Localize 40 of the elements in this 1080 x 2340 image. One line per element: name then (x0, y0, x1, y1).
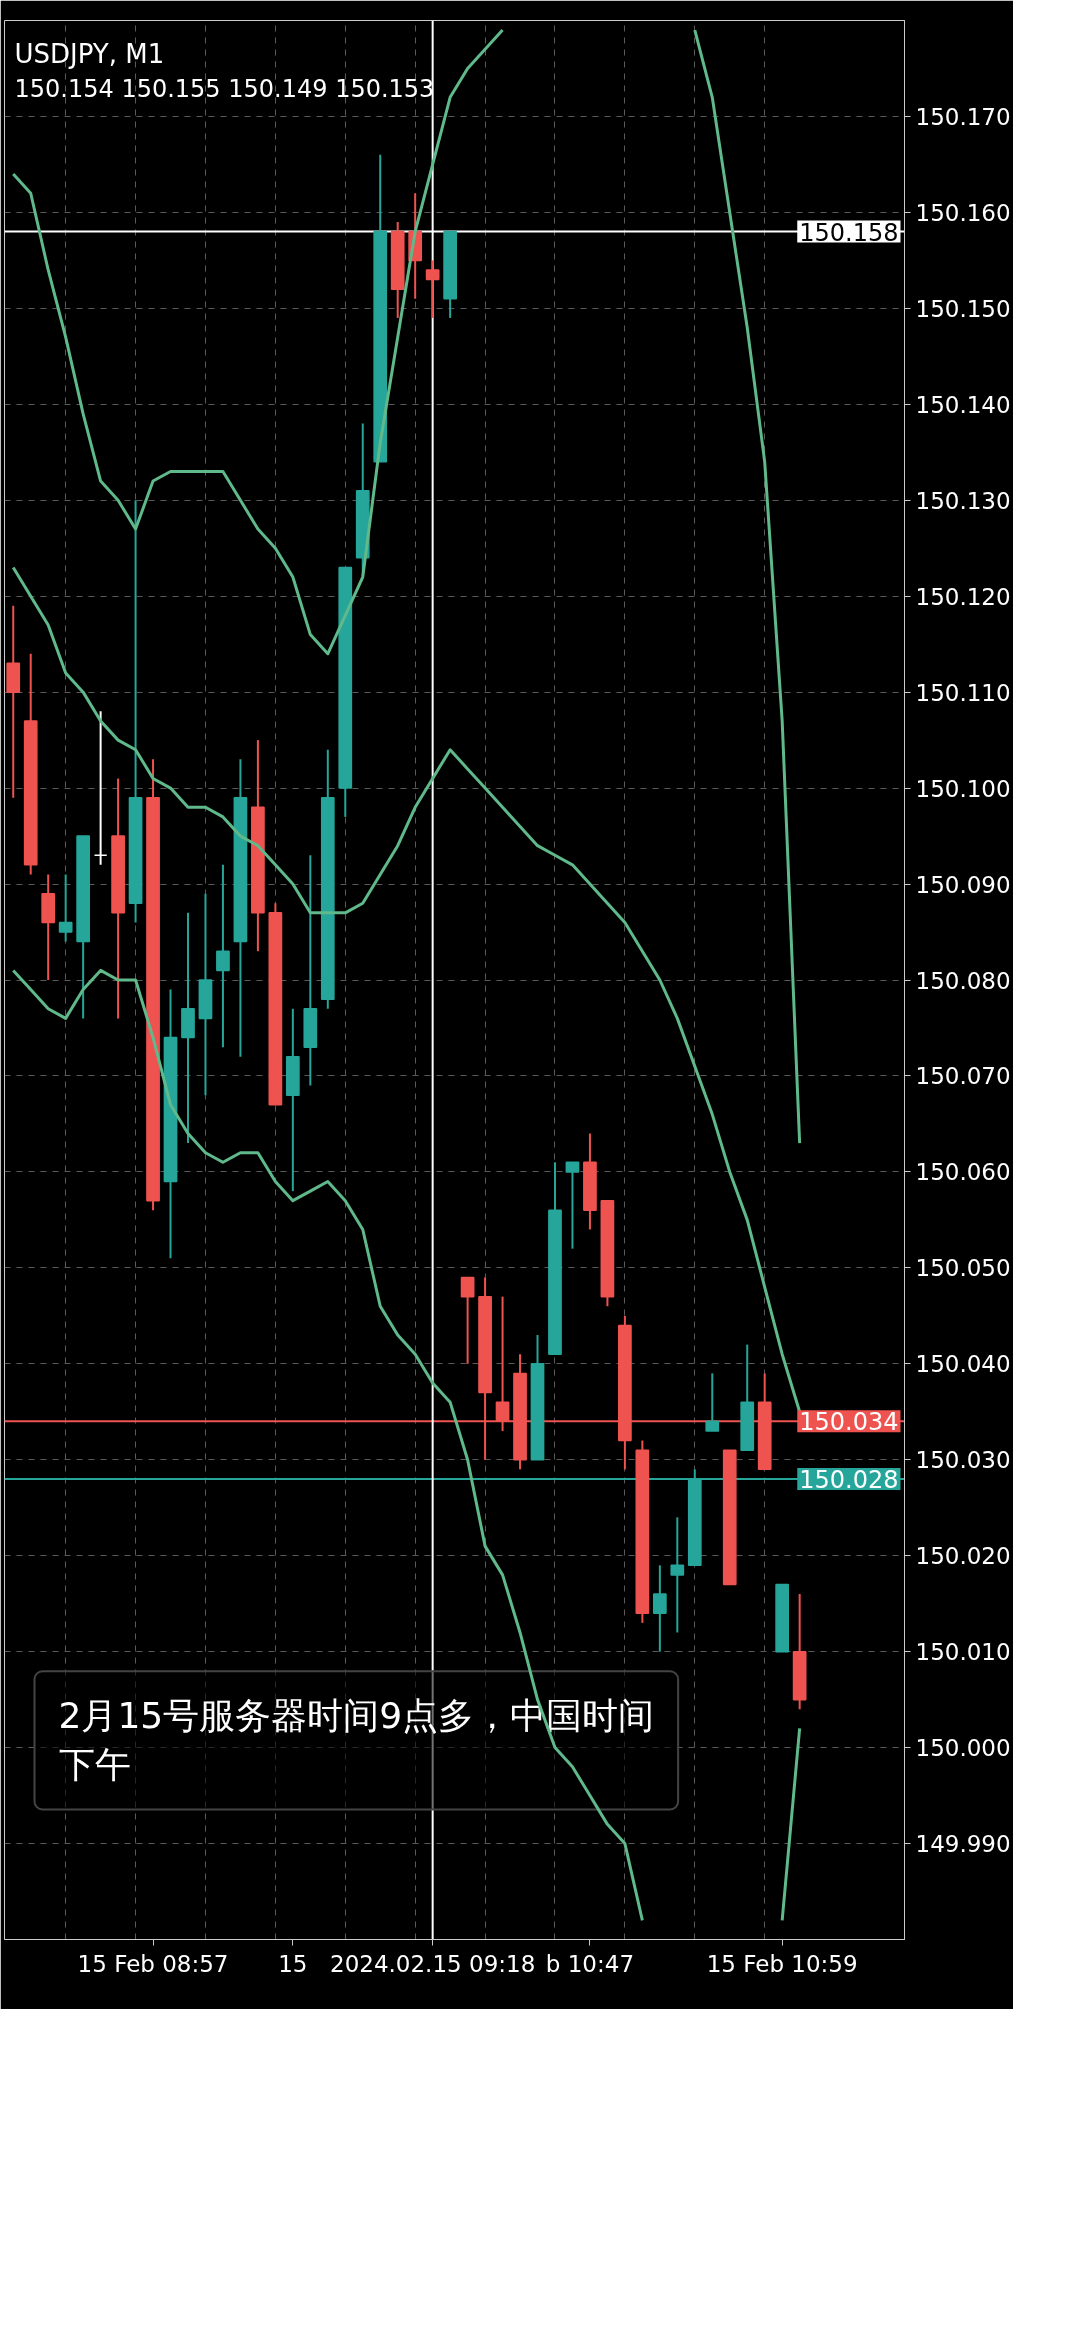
candlestick (705, 1372, 720, 1432)
x-tick-label: b 10:47 (545, 1950, 635, 1977)
text: USDJPY, M1 (14, 38, 165, 69)
y-tick-label: 150.090 (915, 871, 1011, 898)
y-tick-label: 150.050 (915, 1255, 1011, 1282)
x-tick-label: 2024.02.15 09:18 (330, 1950, 536, 1977)
candlestick (93, 710, 108, 866)
y-tick-label: 149.990 (915, 1831, 1011, 1858)
y-tick-label: 150.040 (915, 1351, 1011, 1378)
x-tick-label: 15 Feb 10:59 (706, 1950, 858, 1977)
y-tick-label: 150.070 (915, 1063, 1011, 1090)
y-tick-label: 150.020 (915, 1543, 1011, 1570)
ref-line-label: 150.158 (799, 218, 899, 247)
text: 150.154 150.155 150.149 150.153 (14, 74, 435, 103)
candlestick (652, 1564, 667, 1653)
y-tick-label: 150.080 (915, 967, 1011, 994)
candlestick (670, 1516, 685, 1634)
x-tick-label: 15 (278, 1950, 308, 1977)
y-tick-label: 150.150 (915, 295, 1011, 322)
candlestick (58, 873, 73, 943)
ref-line-label: 150.028 (799, 1465, 899, 1494)
y-tick-label: 150.160 (915, 199, 1011, 226)
annotation: 2月15号服务器时间9点多，中国时间下午 (58, 1695, 655, 1786)
y-tick-label: 150.110 (915, 679, 1011, 706)
y-tick-label: 150.130 (915, 487, 1011, 514)
x-tick-label: 15 Feb 08:57 (77, 1950, 229, 1977)
candlestick (216, 863, 230, 1049)
ref-line-label: 150.034 (799, 1408, 899, 1437)
candlestick (460, 1276, 475, 1365)
y-tick-label: 150.140 (915, 391, 1011, 418)
y-tick-label: 150.170 (915, 103, 1011, 130)
y-tick-label: 150.120 (915, 583, 1011, 610)
candlestick (425, 259, 440, 319)
y-tick-label: 150.010 (915, 1639, 1011, 1666)
candlestick (181, 911, 195, 1145)
y-tick-label: 150.100 (915, 775, 1011, 802)
candlestick (565, 1161, 580, 1250)
y-tick-label: 150.000 (915, 1735, 1011, 1762)
y-tick-label: 150.060 (915, 1159, 1011, 1186)
y-tick-label: 150.030 (915, 1447, 1011, 1474)
